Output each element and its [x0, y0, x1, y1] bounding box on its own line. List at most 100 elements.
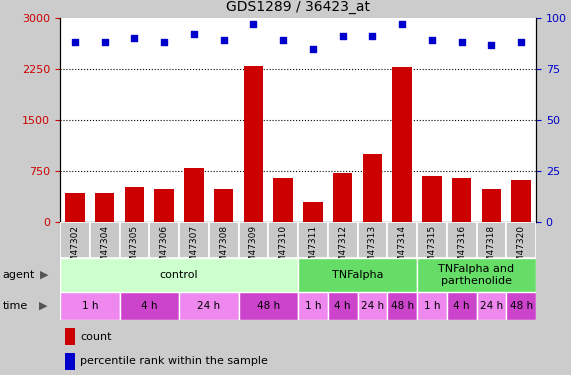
- Point: [249, 21, 258, 27]
- Point: [130, 35, 139, 41]
- Point: [517, 39, 526, 45]
- Text: GSM47307: GSM47307: [190, 225, 198, 274]
- Text: 24 h: 24 h: [361, 301, 384, 311]
- Text: 24 h: 24 h: [480, 301, 503, 311]
- Bar: [333, 173, 352, 222]
- Bar: [417, 292, 447, 320]
- Text: GSM47308: GSM47308: [219, 225, 228, 274]
- Bar: [298, 292, 328, 320]
- Bar: [95, 193, 114, 222]
- Bar: [506, 292, 536, 320]
- Bar: [119, 222, 149, 258]
- Bar: [477, 222, 506, 258]
- Bar: [392, 67, 412, 222]
- Bar: [124, 188, 144, 222]
- Text: 48 h: 48 h: [257, 301, 280, 311]
- Bar: [328, 292, 357, 320]
- Bar: [512, 180, 531, 222]
- Text: 48 h: 48 h: [391, 301, 413, 311]
- Text: ▶: ▶: [39, 301, 47, 311]
- Bar: [477, 292, 506, 320]
- Text: GSM47316: GSM47316: [457, 225, 466, 274]
- Bar: [119, 292, 179, 320]
- Text: time: time: [3, 301, 28, 311]
- Bar: [65, 353, 75, 369]
- Text: GSM47320: GSM47320: [517, 225, 526, 274]
- Point: [308, 46, 317, 52]
- Bar: [149, 222, 179, 258]
- Text: GSM47315: GSM47315: [427, 225, 436, 274]
- Bar: [506, 222, 536, 258]
- Text: TNFalpha and
parthenolide: TNFalpha and parthenolide: [439, 264, 514, 286]
- Bar: [184, 168, 203, 222]
- Text: TNFalpha: TNFalpha: [332, 270, 383, 280]
- Bar: [60, 258, 298, 292]
- Text: GSM47302: GSM47302: [70, 225, 79, 274]
- Point: [368, 33, 377, 39]
- Bar: [239, 222, 268, 258]
- Bar: [65, 328, 75, 345]
- Bar: [357, 292, 387, 320]
- Bar: [387, 222, 417, 258]
- Text: GSM47312: GSM47312: [338, 225, 347, 274]
- Text: 4 h: 4 h: [335, 301, 351, 311]
- Bar: [65, 193, 85, 222]
- Text: percentile rank within the sample: percentile rank within the sample: [80, 356, 268, 366]
- Bar: [60, 292, 119, 320]
- Text: GSM47305: GSM47305: [130, 225, 139, 274]
- Text: 1 h: 1 h: [304, 301, 321, 311]
- Bar: [298, 222, 328, 258]
- Text: 1 h: 1 h: [82, 301, 98, 311]
- Point: [338, 33, 347, 39]
- Text: 4 h: 4 h: [453, 301, 470, 311]
- Point: [457, 39, 466, 45]
- Text: 4 h: 4 h: [141, 301, 158, 311]
- Bar: [328, 222, 357, 258]
- Point: [100, 39, 109, 45]
- Bar: [60, 222, 90, 258]
- Bar: [274, 178, 293, 222]
- Point: [427, 38, 436, 44]
- Bar: [209, 222, 239, 258]
- Text: 1 h: 1 h: [424, 301, 440, 311]
- Point: [279, 38, 288, 44]
- Bar: [214, 189, 234, 222]
- Bar: [447, 222, 477, 258]
- Point: [487, 42, 496, 48]
- Text: GSM47311: GSM47311: [308, 225, 317, 274]
- Text: control: control: [160, 270, 198, 280]
- Point: [159, 39, 168, 45]
- Bar: [239, 292, 298, 320]
- Text: GSM47313: GSM47313: [368, 225, 377, 274]
- Bar: [179, 222, 209, 258]
- Text: count: count: [80, 332, 111, 342]
- Text: GSM47304: GSM47304: [100, 225, 109, 274]
- Bar: [447, 292, 477, 320]
- Bar: [422, 177, 441, 222]
- Text: GSM47306: GSM47306: [160, 225, 168, 274]
- Bar: [387, 292, 417, 320]
- Point: [70, 39, 79, 45]
- Bar: [417, 222, 447, 258]
- Bar: [357, 222, 387, 258]
- Bar: [303, 202, 323, 222]
- Bar: [268, 222, 298, 258]
- Bar: [179, 292, 239, 320]
- Bar: [452, 178, 471, 222]
- Text: GSM47309: GSM47309: [249, 225, 258, 274]
- Bar: [482, 189, 501, 222]
- Text: GDS1289 / 36423_at: GDS1289 / 36423_at: [226, 0, 370, 14]
- Text: 48 h: 48 h: [509, 301, 533, 311]
- Point: [219, 38, 228, 44]
- Text: GSM47310: GSM47310: [279, 225, 288, 274]
- Text: agent: agent: [3, 270, 35, 280]
- Bar: [155, 189, 174, 222]
- Text: GSM47318: GSM47318: [487, 225, 496, 274]
- Bar: [417, 258, 536, 292]
- Point: [190, 32, 199, 38]
- Point: [397, 21, 407, 27]
- Bar: [244, 66, 263, 222]
- Bar: [363, 154, 382, 222]
- Bar: [90, 222, 119, 258]
- Bar: [298, 258, 417, 292]
